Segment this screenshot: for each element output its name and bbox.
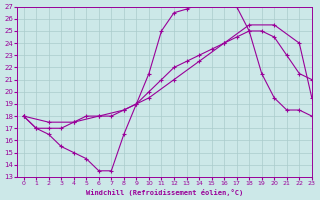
X-axis label: Windchill (Refroidissement éolien,°C): Windchill (Refroidissement éolien,°C)	[86, 189, 243, 196]
